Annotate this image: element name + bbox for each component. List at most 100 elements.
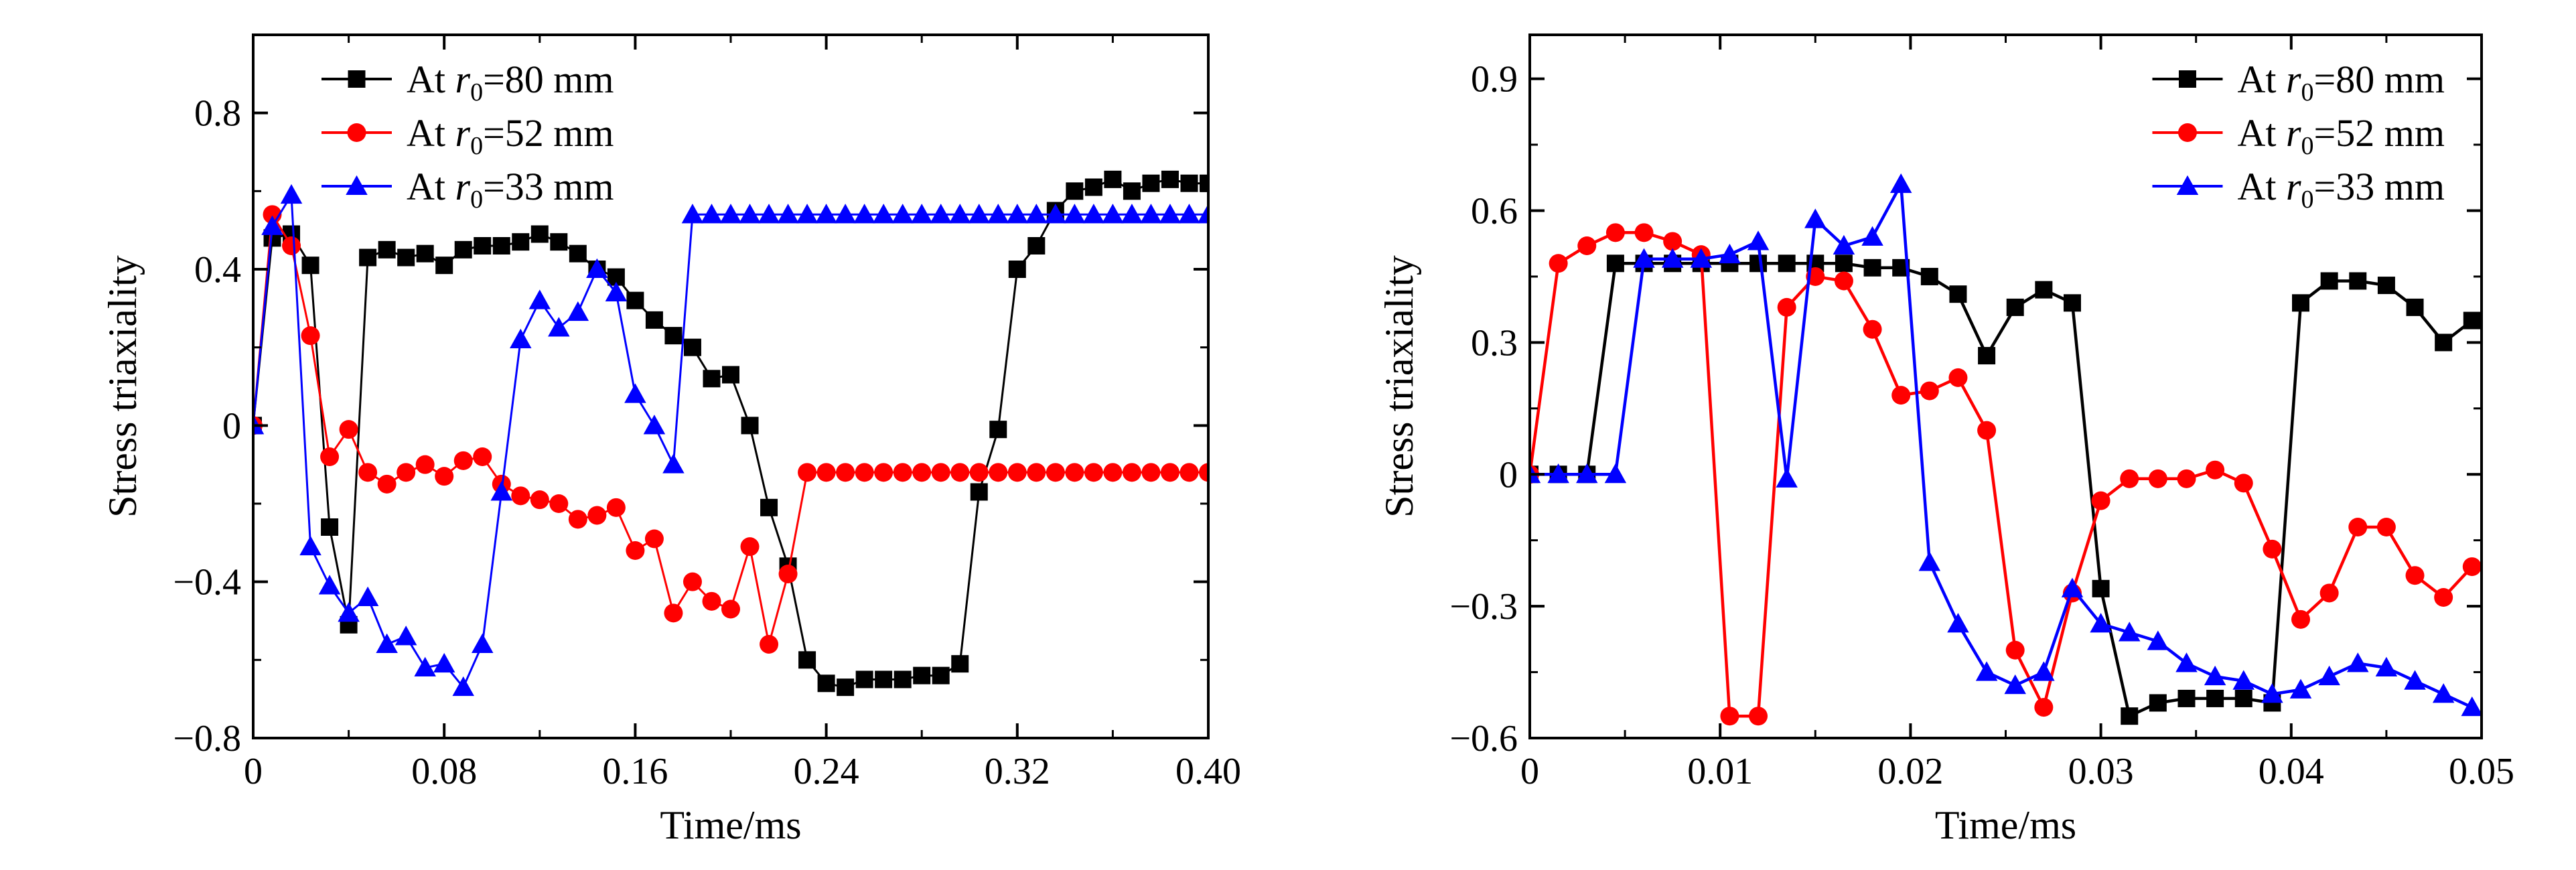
legend-suffix: =52 mm bbox=[483, 111, 614, 155]
data-point bbox=[1978, 347, 1996, 365]
data-point bbox=[1180, 174, 1198, 192]
data-point bbox=[2291, 609, 2311, 629]
data-point bbox=[568, 510, 587, 529]
data-point bbox=[931, 463, 950, 482]
legend-marker bbox=[2176, 175, 2199, 195]
data-point bbox=[760, 635, 779, 654]
data-point bbox=[1633, 248, 1655, 268]
data-point bbox=[1833, 234, 1855, 255]
data-point bbox=[435, 467, 454, 486]
data-point bbox=[777, 204, 799, 224]
legend-variable: r bbox=[455, 165, 471, 208]
data-point bbox=[376, 633, 398, 653]
data-point bbox=[624, 383, 646, 403]
data-point bbox=[2004, 674, 2026, 695]
data-point bbox=[511, 486, 530, 506]
data-point bbox=[397, 248, 415, 267]
data-point bbox=[2461, 696, 2482, 717]
data-point bbox=[2320, 272, 2338, 290]
legend-prefix: At bbox=[407, 58, 455, 101]
data-point bbox=[741, 417, 759, 435]
data-point bbox=[836, 463, 855, 482]
legend-suffix: =33 mm bbox=[483, 165, 614, 208]
data-point bbox=[2177, 469, 2196, 488]
data-point bbox=[2121, 707, 2139, 725]
data-point bbox=[968, 204, 991, 224]
data-point bbox=[1122, 463, 1141, 482]
y-tick-label: 0 bbox=[222, 405, 241, 447]
series-2 bbox=[1530, 223, 2482, 726]
data-point bbox=[645, 311, 663, 329]
data-point bbox=[414, 656, 436, 676]
series-1 bbox=[1530, 255, 2481, 725]
data-point bbox=[1102, 204, 1124, 224]
data-point bbox=[815, 204, 837, 224]
data-point bbox=[2347, 652, 2369, 672]
plot-area bbox=[253, 170, 1208, 697]
data-point bbox=[453, 451, 473, 470]
legend-item: At r0=52 mm bbox=[321, 111, 614, 160]
data-point bbox=[1064, 204, 1086, 224]
data-point bbox=[2404, 670, 2426, 690]
data-point bbox=[989, 421, 1007, 439]
x-tick-label: 0.02 bbox=[1877, 751, 1943, 792]
data-point bbox=[606, 498, 626, 517]
right-chart: 0 0.01 0.02 0.03 0.04 0.05 −0.6 −0.3 0 0.3 0.6 0.9 T… bbox=[1377, 33, 2514, 847]
data-point bbox=[1606, 255, 1624, 273]
data-point bbox=[2006, 298, 2024, 316]
x-tick-label: 0 bbox=[244, 751, 263, 792]
data-point bbox=[528, 289, 551, 309]
data-point bbox=[320, 447, 340, 466]
data-point bbox=[683, 572, 702, 591]
data-point bbox=[359, 248, 377, 267]
legend-marker bbox=[2177, 123, 2197, 142]
data-point bbox=[874, 463, 893, 482]
y-tick-label: −0.8 bbox=[173, 718, 241, 759]
data-point bbox=[2206, 689, 2224, 707]
data-point bbox=[435, 257, 453, 275]
data-point bbox=[1027, 237, 1046, 255]
data-point bbox=[740, 537, 760, 557]
data-point bbox=[473, 447, 492, 466]
data-point bbox=[1747, 230, 1770, 250]
legend-subscript: 0 bbox=[2301, 186, 2314, 214]
data-point bbox=[1749, 707, 1768, 726]
data-point bbox=[1604, 463, 1627, 484]
legend-item: At r0=33 mm bbox=[2152, 165, 2445, 214]
legend-marker bbox=[2178, 70, 2196, 88]
data-point bbox=[1179, 463, 1199, 482]
data-point bbox=[951, 655, 969, 673]
data-point bbox=[1140, 204, 1162, 224]
data-point bbox=[1161, 170, 1179, 188]
data-point bbox=[530, 490, 549, 510]
data-point bbox=[549, 494, 569, 513]
data-point bbox=[416, 244, 434, 263]
data-point bbox=[2349, 272, 2367, 290]
data-point bbox=[626, 291, 644, 309]
data-point bbox=[875, 670, 893, 688]
legend-suffix: =80 mm bbox=[483, 58, 614, 101]
data-point bbox=[987, 204, 1009, 224]
data-point bbox=[816, 463, 836, 482]
data-point bbox=[1634, 223, 1654, 242]
data-point bbox=[2206, 460, 2225, 480]
data-point bbox=[1200, 174, 1208, 192]
data-point bbox=[913, 666, 931, 684]
data-point bbox=[662, 453, 685, 474]
data-point bbox=[739, 204, 761, 224]
data-point bbox=[492, 237, 510, 255]
data-point bbox=[318, 575, 341, 595]
data-point bbox=[1661, 248, 1684, 268]
data-point bbox=[1577, 236, 1597, 255]
data-point bbox=[2435, 334, 2453, 352]
data-point bbox=[722, 366, 739, 384]
legend-suffix: =52 mm bbox=[2314, 111, 2445, 155]
y-tick-label: 0.3 bbox=[1471, 322, 1518, 364]
x-tick-label: 0.01 bbox=[1687, 751, 1753, 792]
data-point bbox=[2463, 311, 2481, 330]
data-point bbox=[681, 204, 704, 224]
data-point bbox=[586, 258, 608, 278]
data-point bbox=[1948, 368, 1968, 387]
series-3 bbox=[1530, 173, 2482, 717]
legend-label: At r0=52 mm bbox=[2237, 111, 2445, 160]
